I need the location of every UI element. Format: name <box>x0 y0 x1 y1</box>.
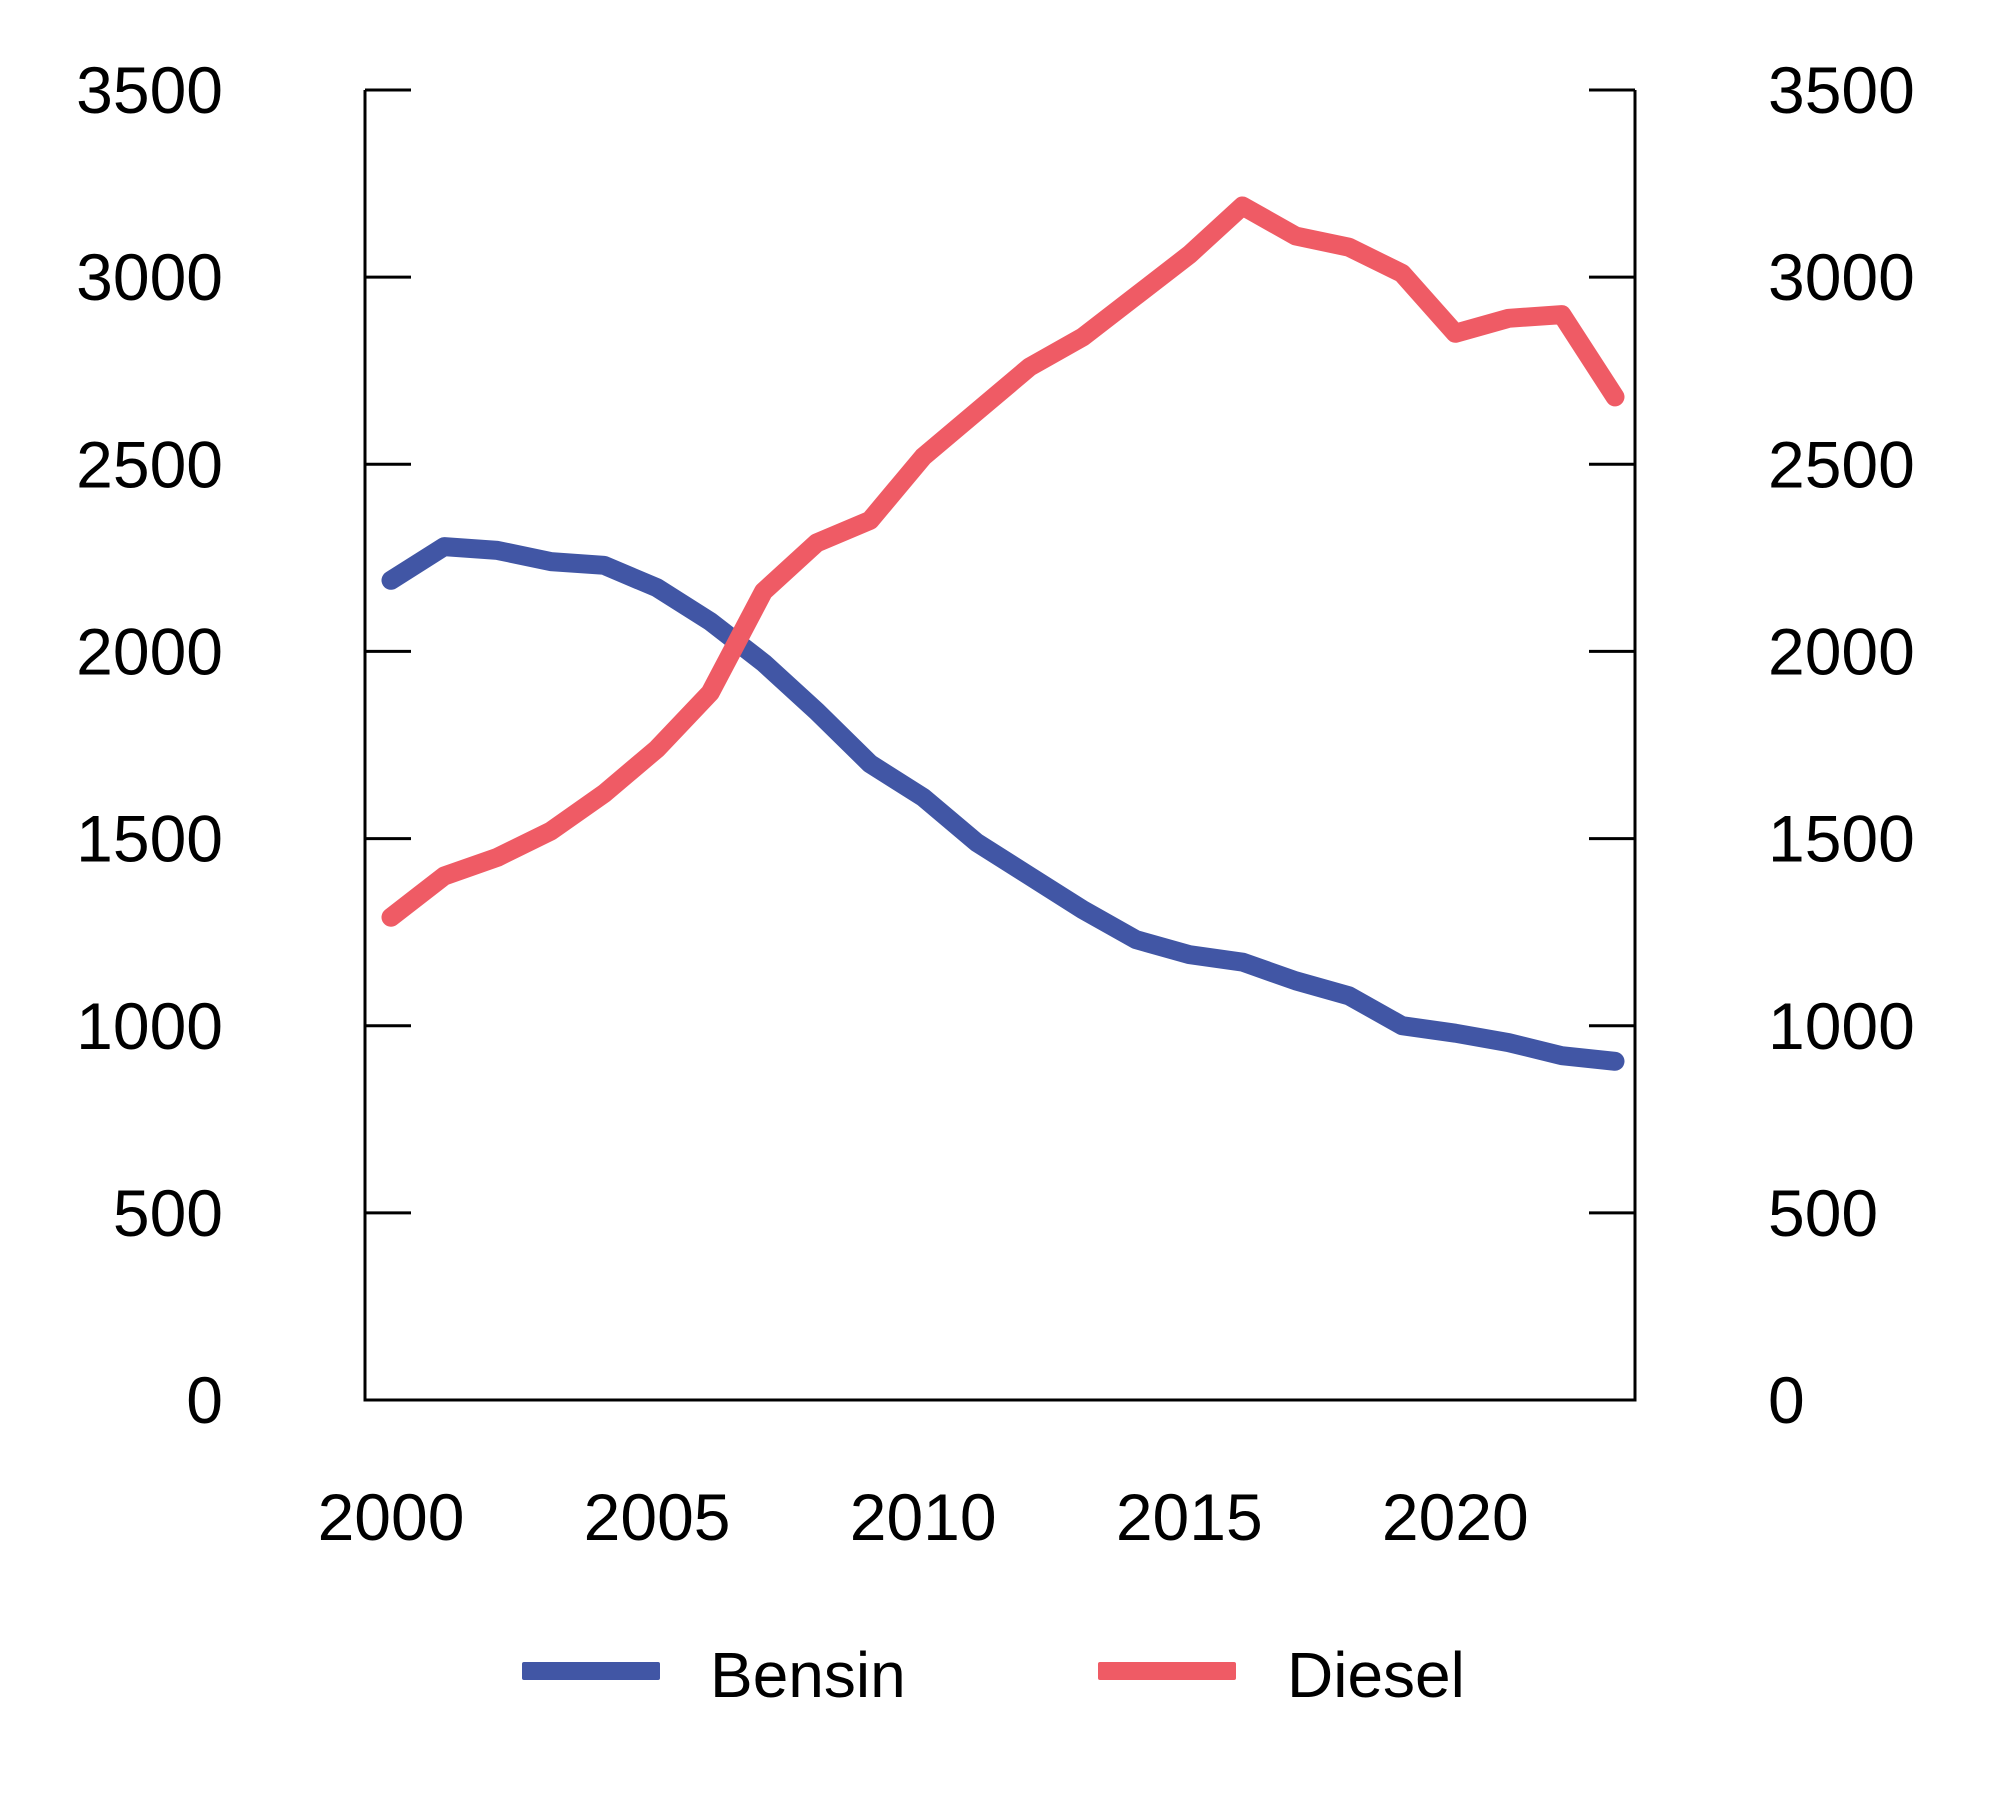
y-axis-label-right: 3500 <box>1768 53 1915 127</box>
x-axis-label: 2000 <box>318 1480 465 1554</box>
legend-swatch-diesel <box>1098 1662 1236 1680</box>
axis-ticks <box>365 88 1635 1215</box>
axes <box>363 90 1637 1402</box>
legend-label-bensin: Bensin <box>710 1639 906 1711</box>
diesel-line <box>381 196 1625 927</box>
y-axis-label-right: 0 <box>1768 1363 1805 1437</box>
bensin-line <box>381 537 1625 1071</box>
y-axis-label-right: 3000 <box>1768 240 1915 314</box>
x-axis-label: 2015 <box>1116 1480 1263 1554</box>
y-axis-label-left: 3000 <box>76 240 223 314</box>
x-axis-label: 2020 <box>1382 1480 1529 1554</box>
y-axis-label-left: 0 <box>186 1363 223 1437</box>
y-axis-labels-right: 0 500 1000 1500 2000 2500 3000 3500 <box>1768 53 1915 1437</box>
y-axis-label-right: 500 <box>1768 1176 1878 1250</box>
y-axis-label-left: 500 <box>113 1176 223 1250</box>
y-axis-label-left: 2000 <box>76 615 223 689</box>
x-axis-labels: 2000 2005 2010 2015 2020 <box>318 1480 1529 1554</box>
legend-label-diesel: Diesel <box>1287 1639 1465 1711</box>
y-axis-label-right: 1000 <box>1768 989 1915 1063</box>
legend: Bensin Diesel <box>522 1639 1465 1711</box>
y-axis-label-left: 2500 <box>76 427 223 501</box>
y-axis-label-right: 1500 <box>1768 802 1915 876</box>
legend-swatch-bensin <box>522 1662 660 1680</box>
y-axis-label-left: 1000 <box>76 989 223 1063</box>
x-axis-label: 2010 <box>850 1480 997 1554</box>
y-axis-label-left: 1500 <box>76 802 223 876</box>
y-axis-label-left: 3500 <box>76 53 223 127</box>
x-axis-label: 2005 <box>584 1480 731 1554</box>
y-axis-label-right: 2000 <box>1768 615 1915 689</box>
data-series <box>381 196 1625 1071</box>
y-axis-label-right: 2500 <box>1768 427 1915 501</box>
y-axis-labels-left: 0 500 1000 1500 2000 2500 3000 3500 <box>76 53 223 1437</box>
